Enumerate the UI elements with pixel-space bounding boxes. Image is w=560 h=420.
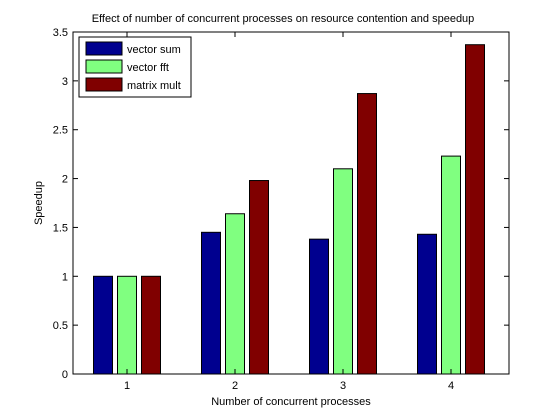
bar-vector-sum-4 <box>417 233 437 375</box>
y-tick-label: 0.5 <box>53 320 68 332</box>
y-tick-label: 1 <box>62 271 68 283</box>
bar-vector-fft-4 <box>441 155 461 375</box>
y-tick-label: 1.5 <box>53 222 68 234</box>
bar-matrix-mult-2 <box>249 180 269 375</box>
legend-label-matrix-mult: matrix mult <box>127 80 181 92</box>
y-tick-label: 3 <box>62 76 68 88</box>
bar-vector-fft-3 <box>333 168 353 375</box>
bar-vector-sum-2 <box>201 231 221 375</box>
bar-vector-sum-1 <box>93 275 113 375</box>
legend-swatch-matrix-mult <box>85 77 123 92</box>
x-tick-label: 3 <box>340 380 346 392</box>
y-tick-label: 3.5 <box>53 27 68 39</box>
bar-vector-sum-3 <box>309 238 329 375</box>
legend: vector sum vector fft matrix mult <box>78 36 192 98</box>
bar-matrix-mult-4 <box>465 44 485 375</box>
legend-swatch-vector-sum <box>85 41 123 56</box>
bar-matrix-mult-1 <box>141 275 161 375</box>
x-tick-label: 2 <box>232 380 238 392</box>
legend-swatch-vector-fft <box>85 59 123 74</box>
y-axis-label: Speedup <box>33 181 45 225</box>
bar-vector-fft-2 <box>225 213 245 375</box>
plot-frame <box>72 31 510 375</box>
chart-title: Effect of number of concurrent processes… <box>92 13 475 25</box>
y-tick-label: 0 <box>62 369 68 381</box>
bar-matrix-mult-3 <box>357 93 377 375</box>
bar-vector-fft-1 <box>117 275 137 375</box>
legend-label-vector-fft: vector fft <box>127 62 169 74</box>
legend-label-vector-sum: vector sum <box>127 44 181 56</box>
y-tick-label: 2 <box>62 174 68 186</box>
x-tick-label: 1 <box>124 380 130 392</box>
x-axis-label: Number of concurrent processes <box>211 396 371 408</box>
y-tick-label: 2.5 <box>53 125 68 137</box>
x-tick-label: 4 <box>448 380 454 392</box>
